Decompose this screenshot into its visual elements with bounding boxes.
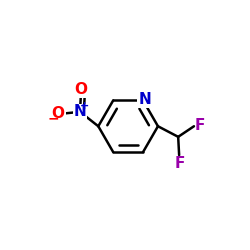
Text: −: − (48, 111, 60, 125)
Text: N: N (74, 104, 86, 119)
Text: F: F (175, 156, 185, 171)
Text: O: O (52, 106, 65, 121)
Text: O: O (74, 82, 88, 97)
Text: +: + (80, 101, 89, 111)
Text: F: F (195, 118, 205, 133)
Text: N: N (138, 92, 151, 107)
